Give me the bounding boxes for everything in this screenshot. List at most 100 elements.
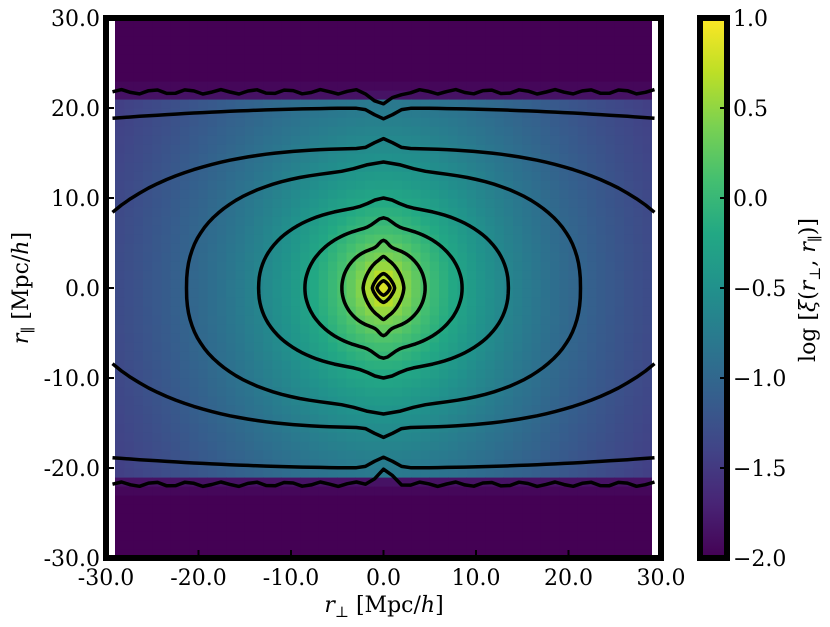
heatmap-cell [420, 126, 431, 136]
heatmap-cell [355, 81, 366, 91]
heatmap-cell [633, 315, 644, 325]
heatmap-cell [577, 315, 588, 325]
heatmap-cell [198, 522, 209, 532]
heatmap-cell [180, 117, 190, 127]
heatmap-cell [207, 540, 218, 550]
heatmap-cell [124, 405, 135, 415]
heatmap-cell [587, 414, 597, 424]
heatmap-cell [235, 225, 246, 235]
heatmap-cell [411, 117, 422, 127]
heatmap-cell [420, 216, 431, 226]
heatmap-cell [466, 459, 477, 469]
heatmap-cell [291, 153, 301, 163]
heatmap-cell [189, 351, 200, 361]
heatmap-cell [374, 243, 385, 253]
heatmap-cell [411, 207, 422, 217]
heatmap-cell [207, 135, 218, 145]
heatmap-cell [402, 378, 412, 388]
heatmap-cell [309, 324, 320, 334]
heatmap-cell [133, 387, 144, 397]
heatmap-cell [522, 441, 533, 451]
heatmap-cell [244, 171, 255, 181]
heatmap-cell [614, 450, 625, 460]
heatmap-cell [392, 171, 403, 181]
heatmap-cell [420, 396, 431, 406]
heatmap-cell [309, 441, 320, 451]
heatmap-cell [346, 180, 357, 190]
heatmap-cell [143, 522, 153, 532]
heatmap-cell [235, 324, 246, 334]
heatmap-cell [133, 423, 144, 433]
heatmap-cell [383, 315, 394, 325]
heatmap-cell [420, 378, 431, 388]
heatmap-cell [318, 126, 329, 136]
heatmap-cell [448, 423, 459, 433]
heatmap-cell [494, 531, 505, 541]
heatmap-cell [281, 225, 292, 235]
heatmap-cell [513, 45, 523, 55]
heatmap-cell [550, 81, 560, 91]
heatmap-cell [355, 441, 366, 451]
heatmap-cell [605, 549, 616, 559]
heatmap-cell [457, 261, 468, 271]
heatmap-cell [642, 297, 653, 307]
heatmap-cell [346, 495, 357, 505]
heatmap-cell [624, 225, 634, 235]
heatmap-cell [244, 180, 255, 190]
heatmap-cell [485, 288, 496, 298]
heatmap-cell [198, 450, 209, 460]
heatmap-cell [420, 315, 431, 325]
heatmap-cell [439, 63, 449, 73]
heatmap-cell [170, 459, 181, 469]
heatmap-cell [124, 171, 135, 181]
heatmap-cell [180, 414, 190, 424]
heatmap-cell [596, 441, 607, 451]
heatmap-cell [300, 117, 311, 127]
heatmap-cell [633, 36, 644, 46]
heatmap-cell [272, 315, 283, 325]
heatmap-cell [133, 297, 144, 307]
heatmap-cell [550, 90, 560, 100]
heatmap-cell [254, 261, 264, 271]
heatmap-cell [346, 234, 357, 244]
heatmap-cell [328, 414, 338, 424]
heatmap-cell [402, 252, 412, 262]
heatmap-cell [374, 90, 385, 100]
heatmap-cell [540, 18, 551, 28]
heatmap-cell [235, 468, 246, 478]
heatmap-cell [328, 333, 338, 343]
heatmap-cell [365, 306, 375, 316]
heatmap-cell [235, 513, 246, 523]
heatmap-cell [596, 477, 607, 487]
heatmap-cell [328, 486, 338, 496]
heatmap-cell [448, 279, 459, 289]
heatmap-cell [152, 234, 163, 244]
heatmap-cell [365, 324, 375, 334]
heatmap-cell [559, 27, 570, 37]
heatmap-cell [402, 234, 412, 244]
heatmap-cell [439, 27, 449, 37]
heatmap-cell [568, 405, 579, 415]
heatmap-cell [189, 315, 200, 325]
heatmap-cell [263, 396, 274, 406]
heatmap-cell [439, 198, 449, 208]
heatmap-cell [115, 522, 126, 532]
heatmap-cell [633, 540, 644, 550]
heatmap-cell [143, 243, 153, 253]
heatmap-cell [152, 504, 163, 514]
heatmap-cell [383, 117, 394, 127]
heatmap-cell [115, 54, 126, 64]
heatmap-cell [133, 153, 144, 163]
heatmap-cell [161, 117, 172, 127]
heatmap-cell [254, 306, 264, 316]
heatmap-cell [587, 36, 597, 46]
heatmap-cell [124, 513, 135, 523]
heatmap-cell [281, 117, 292, 127]
heatmap-cell [420, 531, 431, 541]
heatmap-cell [300, 360, 311, 370]
heatmap-cell [281, 531, 292, 541]
heatmap-cell [429, 45, 440, 55]
heatmap-cell [115, 459, 126, 469]
heatmap-cell [485, 279, 496, 289]
